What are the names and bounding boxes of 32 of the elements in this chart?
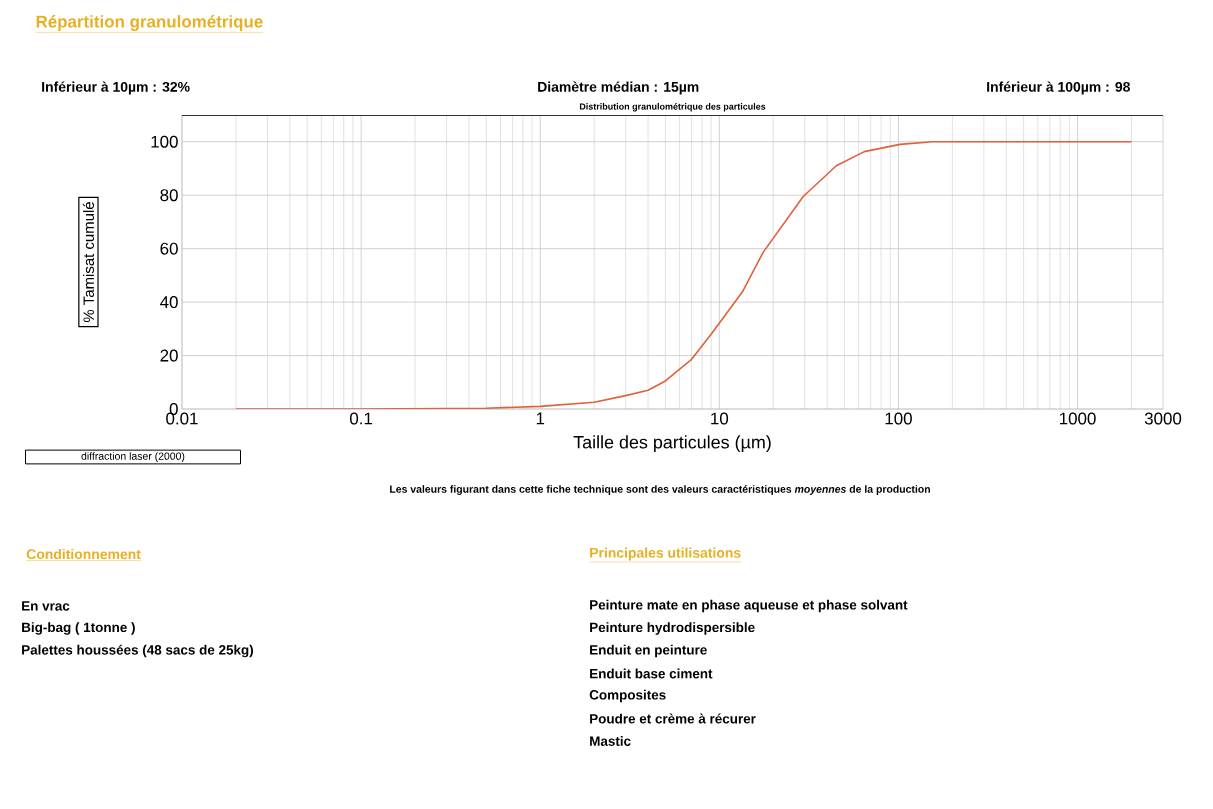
text: Conditionnement — [26, 548, 141, 560]
chart-title: Répartition granulométrique — [36, 15, 263, 32]
y-tick-label: 100 — [151, 135, 178, 148]
text: diffraction laser (2000) — [81, 452, 185, 462]
x-axis-title: Taille des particules (µm) — [573, 435, 771, 453]
x-tick-label: 0.1 — [349, 412, 373, 425]
text: Principales utilisations — [590, 547, 741, 561]
x-tick-label: 10 — [711, 412, 729, 425]
x-tick-label: 1000 — [1060, 412, 1096, 425]
text: En vrac — [22, 601, 70, 611]
text: Enduit base ciment — [590, 668, 713, 679]
y-tick-label: 80 — [160, 189, 178, 202]
chart-subtitle: Distribution granulométrique des particules — [579, 103, 766, 112]
x-tick-label: 100 — [885, 412, 912, 425]
text: Peinture hydrodispersible — [590, 622, 755, 635]
y-tick-label: 20 — [160, 349, 178, 362]
text: Poudre et crème à récurer — [590, 713, 756, 724]
text: Inférieur à 100µm : 98 — [987, 81, 1130, 95]
y-tick-label: 60 — [160, 242, 178, 255]
text: Les valeurs figurant dans cette fiche technique sont des valeurs caractéristiques moyennes de la production — [390, 485, 930, 495]
text: Enduit en peinture — [590, 644, 707, 658]
y-tick-label: 40 — [160, 296, 178, 309]
x-tick-label: 3000 — [1144, 412, 1182, 425]
text: Big-bag ( 1tonne ) — [22, 622, 135, 635]
text: Diamètre médian : 15µm — [538, 81, 699, 95]
text: Mastic — [590, 736, 631, 746]
text: Palettes houssées (48 sacs de 25kg) — [22, 644, 254, 658]
y-axis-title: % Tamisat cumulé — [82, 202, 94, 323]
x-tick-label: 1 — [536, 412, 545, 425]
text: Inférieur à 10µm : 32% — [42, 81, 190, 95]
text: Composites — [589, 689, 666, 703]
text: Peinture mate en phase aqueuse et phase solvant — [590, 599, 908, 613]
